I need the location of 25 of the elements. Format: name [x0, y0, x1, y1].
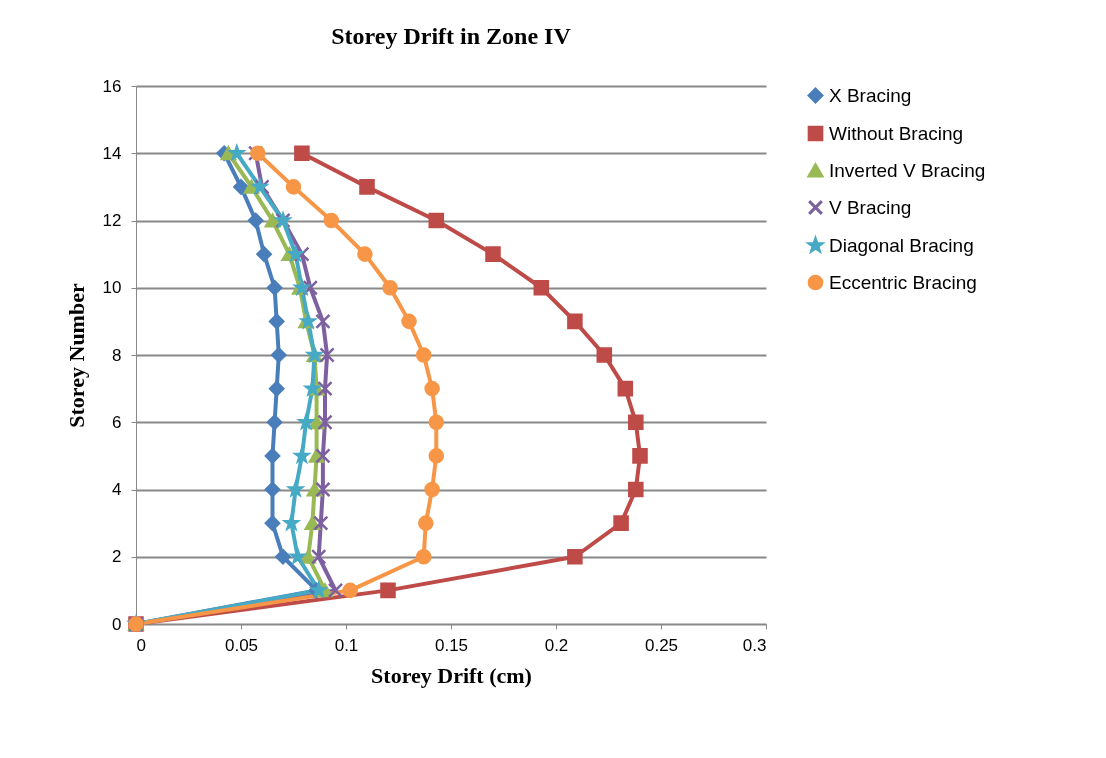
y-tick-label: 10	[102, 278, 122, 298]
y-tick-label: 4	[112, 480, 122, 499]
y-tick-label: 12	[102, 211, 122, 230]
y-tick-label: 16	[102, 76, 122, 96]
legend-label: Without Bracing	[829, 122, 964, 144]
y-tick-label: 0	[112, 614, 122, 634]
x-tick-label: 0.3	[742, 635, 767, 655]
x-tick-label: 0	[136, 635, 146, 655]
legend-label: Eccentric Bracing	[829, 271, 977, 293]
y-tick-label: 2	[112, 547, 122, 567]
y-tick-label: 14	[102, 143, 122, 163]
legend-label: Inverted V Bracing	[829, 159, 986, 181]
legend-label: Diagonal Bracing	[829, 234, 974, 256]
y-axis-title: Storey Number	[63, 283, 89, 428]
y-tick-label: 6	[112, 412, 122, 432]
legend-label: X Bracing	[829, 84, 912, 106]
x-tick-label: 0.2	[544, 635, 569, 655]
legend-label: V Bracing	[829, 196, 912, 218]
chart-title: Storey Drift in Zone IV	[331, 23, 572, 49]
x-tick-label: 0.1	[334, 635, 359, 655]
x-tick-label: 0.15	[434, 635, 469, 655]
y-tick-label: 8	[112, 345, 122, 365]
x-tick-label: 0.25	[644, 635, 679, 655]
x-axis-title: Storey Drift (cm)	[371, 662, 532, 688]
x-tick-label: 0.05	[224, 635, 259, 655]
